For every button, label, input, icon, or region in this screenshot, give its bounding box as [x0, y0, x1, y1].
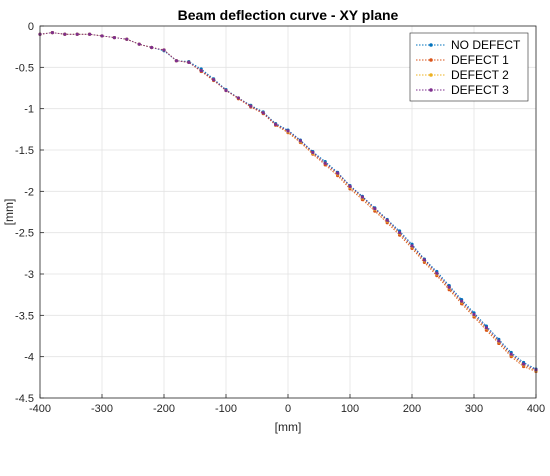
data-point [435, 271, 439, 275]
data-point [100, 34, 104, 38]
data-point [150, 45, 154, 50]
data-point [50, 31, 55, 35]
legend-entry-label: DEFECT 3 [451, 83, 509, 97]
data-point [348, 184, 352, 188]
legend-entry-label: DEFECT 1 [451, 53, 509, 67]
data-point [187, 60, 191, 64]
data-point [63, 32, 67, 36]
y-tick-label: -1 [24, 104, 34, 116]
data-point [398, 231, 402, 235]
data-point [447, 285, 451, 289]
data-point [261, 111, 265, 115]
data-point [410, 244, 414, 248]
x-tick-label: 300 [465, 403, 483, 415]
y-tick-label: -3 [24, 269, 34, 281]
data-point [373, 207, 377, 211]
x-tick-label: 100 [341, 403, 359, 415]
data-point [75, 32, 79, 36]
y-tick-label: -0.5 [15, 62, 34, 74]
chart-title: Beam deflection curve - XY plane [178, 7, 399, 23]
data-point [311, 150, 315, 155]
data-point [236, 96, 240, 100]
data-point [298, 139, 302, 143]
y-tick-label: -4 [24, 352, 34, 364]
x-tick-label: -100 [215, 403, 237, 415]
legend-swatch-marker [429, 58, 433, 62]
data-point [212, 78, 216, 82]
data-point [137, 42, 141, 46]
data-point [224, 88, 228, 93]
data-point [385, 218, 389, 222]
data-point [162, 48, 166, 52]
data-point [509, 352, 513, 356]
series-layer [38, 31, 538, 374]
y-tick-label: -3.5 [15, 310, 34, 322]
data-point [336, 171, 340, 175]
data-point [323, 161, 327, 165]
data-point [274, 122, 278, 126]
data-point [88, 32, 92, 36]
data-point [497, 339, 501, 343]
y-tick-label: -1.5 [15, 145, 34, 157]
x-tick-label: -300 [91, 403, 113, 415]
plot-frame [39, 25, 537, 399]
y-tick-label: -2 [24, 186, 34, 198]
x-tick-label: 400 [527, 403, 545, 415]
x-axis-label: [mm] [275, 420, 302, 434]
data-point [174, 59, 178, 63]
legend-entry-label: DEFECT 2 [451, 68, 509, 82]
legend-swatch-marker [429, 73, 433, 77]
data-point [125, 37, 129, 41]
legend-swatch-marker [429, 43, 433, 47]
data-point [286, 129, 290, 133]
y-tick-label: 0 [28, 21, 34, 33]
legend-entry-label: NO DEFECT [451, 38, 521, 52]
data-point [199, 69, 203, 73]
data-point [522, 362, 526, 366]
data-point [360, 195, 364, 199]
data-point [484, 326, 488, 330]
data-point [422, 258, 426, 262]
data-point [112, 35, 116, 40]
series-group [38, 31, 538, 372]
x-tick-label: 200 [403, 403, 421, 415]
data-point [460, 299, 464, 303]
x-tick-label: -400 [29, 403, 51, 415]
tick-layer: -400 -300 -200 -100 0 100 200 300 400 0 -0.5 -1 -1.5… [15, 21, 545, 415]
x-tick-label: 0 [285, 403, 291, 415]
legend-swatch-marker [429, 88, 433, 92]
x-tick-label: -200 [153, 403, 175, 415]
data-point [249, 104, 253, 108]
y-tick-label: -4.5 [15, 393, 34, 405]
y-axis-label: [mm] [2, 199, 16, 226]
data-point [472, 312, 476, 317]
y-tick-label: -2.5 [15, 228, 34, 240]
